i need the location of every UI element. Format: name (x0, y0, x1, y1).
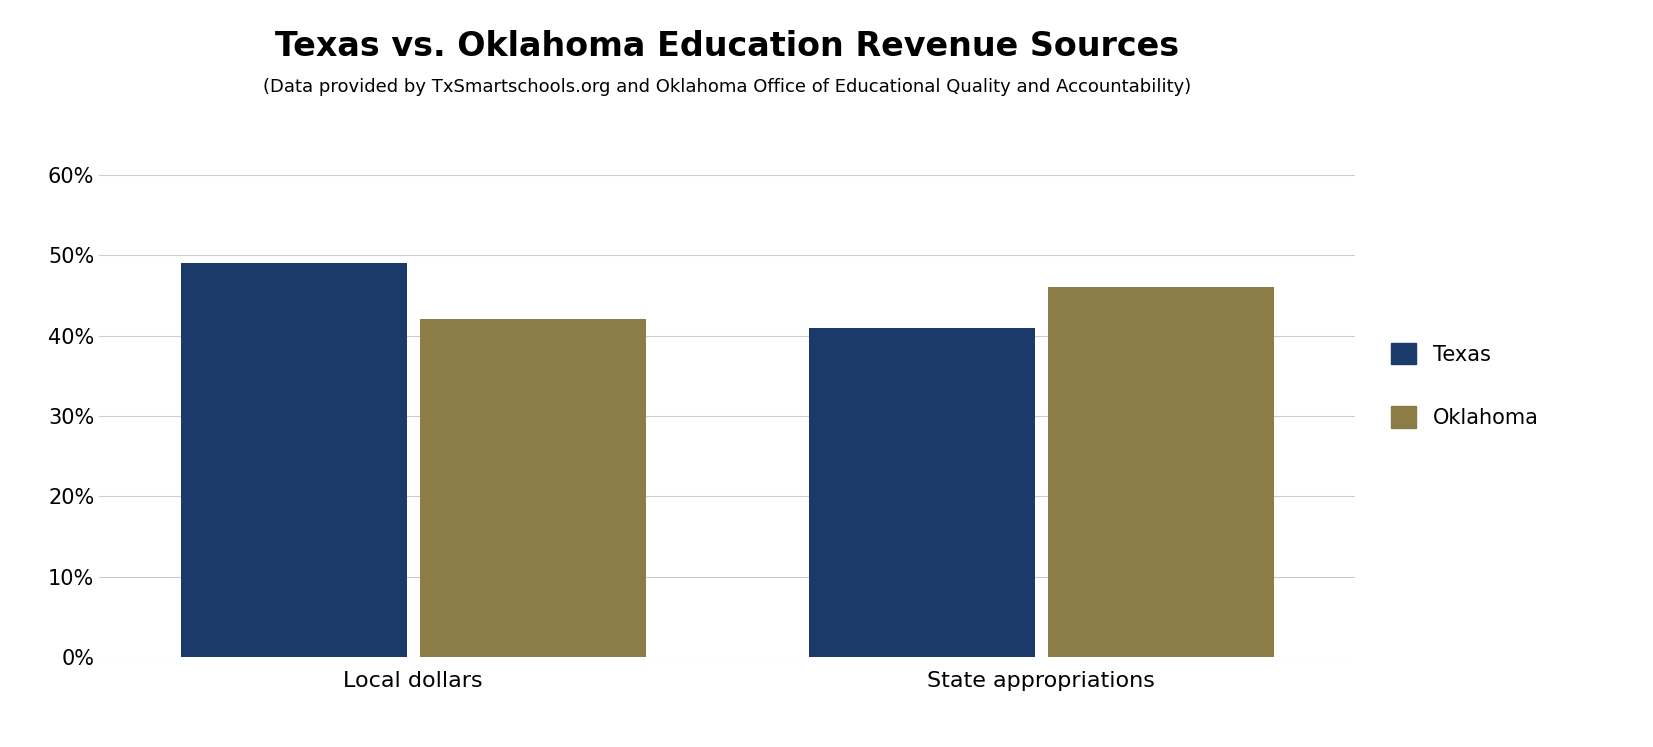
Text: Texas vs. Oklahoma Education Revenue Sources: Texas vs. Oklahoma Education Revenue Sou… (276, 30, 1179, 63)
Legend: Texas, Oklahoma: Texas, Oklahoma (1392, 343, 1539, 428)
Bar (808, 327, 1035, 657)
Text: (Data provided by TxSmartschools.org and Oklahoma Office of Educational Quality : (Data provided by TxSmartschools.org and… (263, 78, 1192, 96)
Bar (1048, 288, 1274, 657)
Bar (420, 320, 646, 657)
Bar (180, 263, 407, 657)
